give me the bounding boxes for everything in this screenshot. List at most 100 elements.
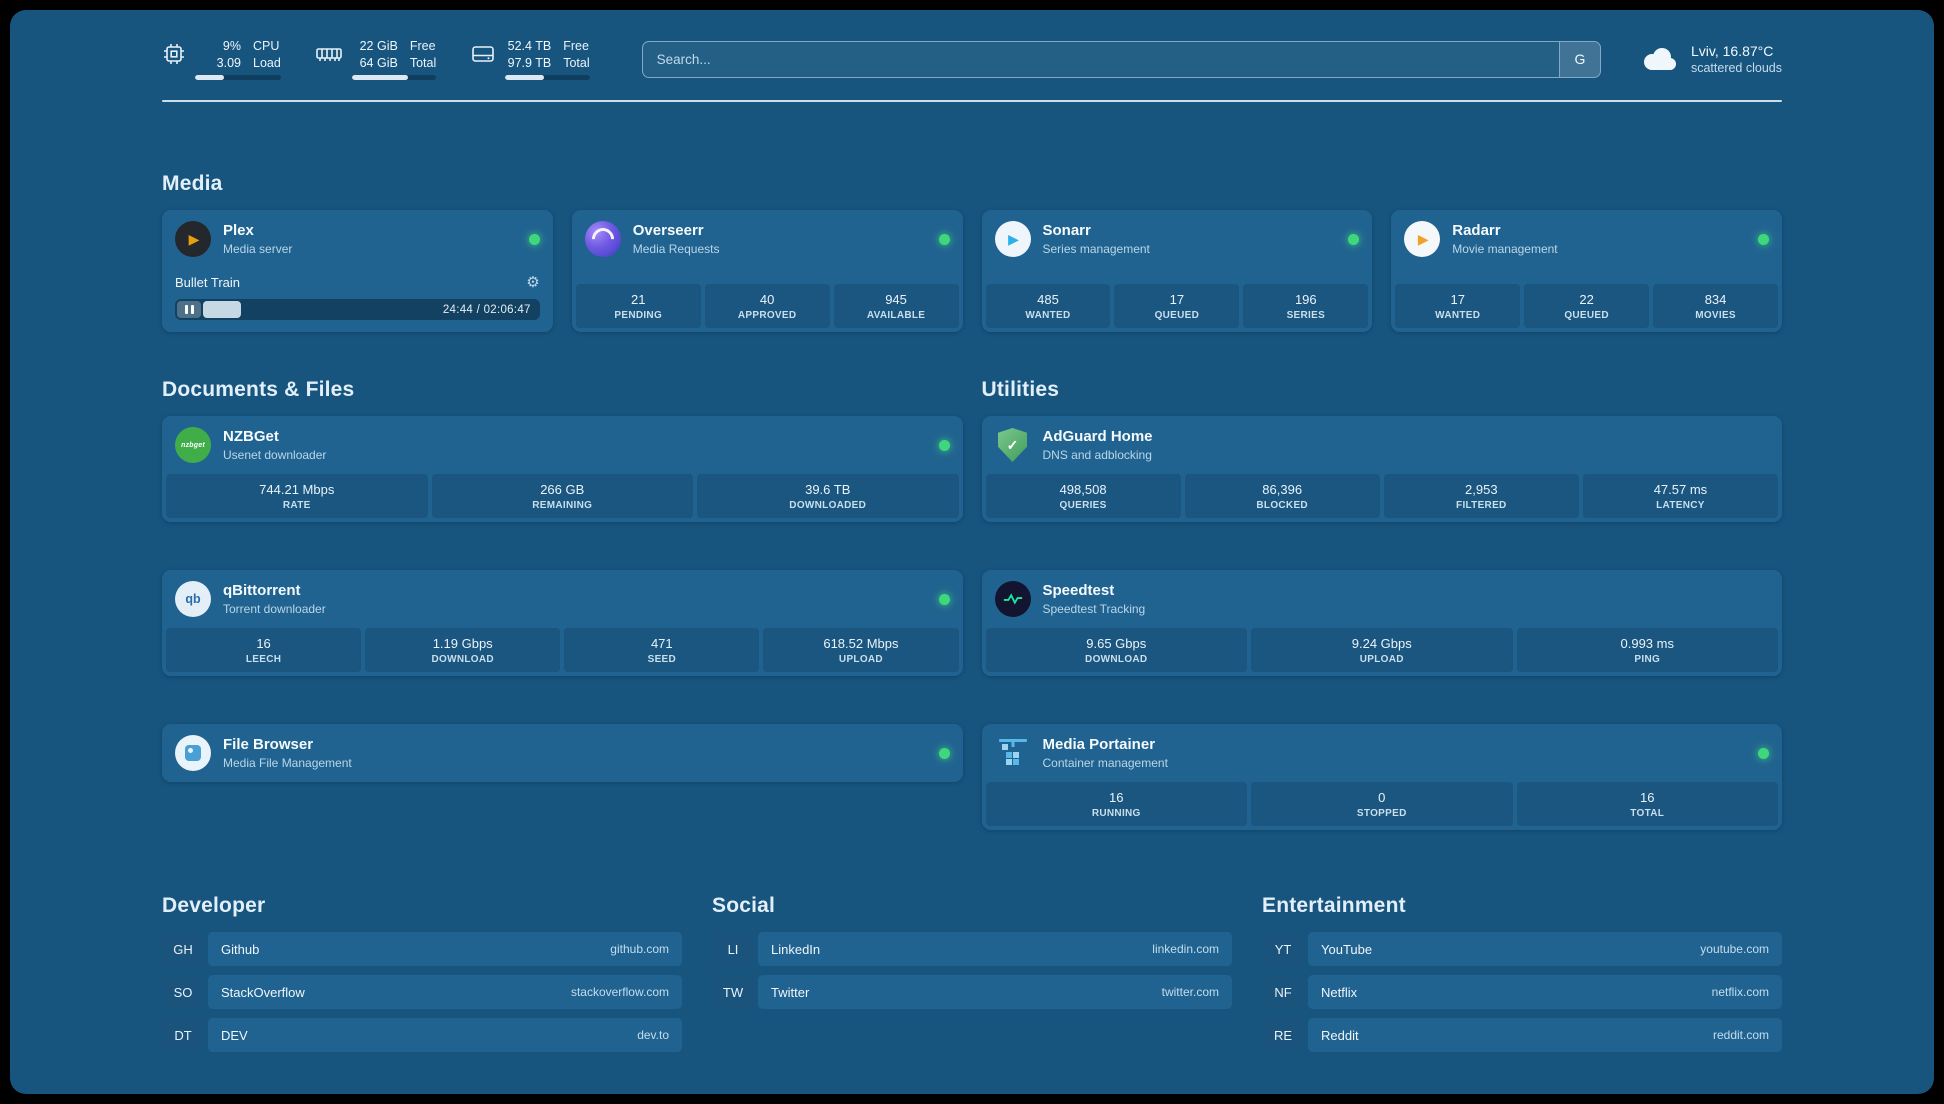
stat-download: 1.19 Gbps DOWNLOAD	[365, 628, 561, 672]
memory-free: 22 GiB	[359, 39, 398, 53]
weather-condition: scattered clouds	[1690, 61, 1782, 75]
search-provider-button[interactable]: G	[1558, 41, 1600, 77]
service-name: Media Portainer	[1042, 736, 1156, 753]
section-title-documents: Documents & Files	[162, 378, 355, 401]
memory-icon	[315, 42, 343, 66]
bookmark-name: LinkedIn	[771, 941, 821, 957]
sonarr-icon: ▶	[994, 221, 1031, 257]
bookmark-name: Netflix	[1321, 984, 1358, 1000]
cpu-progress-bar	[195, 75, 281, 80]
service-link-overseerr[interactable]: Overseerr Media Requests	[572, 210, 963, 268]
weather-location: Lviv, 16.87°C	[1690, 43, 1774, 59]
stat-filtered: 2,953 FILTERED	[1383, 474, 1579, 518]
bookmark-url: reddit.com	[1712, 1028, 1769, 1042]
content: 9% CPU 3.09 Load 22 GiB Free 64 GiB	[162, 10, 1782, 1092]
service-stats: 16 LEECH 1.19 Gbps DOWNLOAD 471 SEED 618.52…	[162, 628, 963, 676]
service-card-filebrowser: File Browser Media File Management	[162, 724, 963, 782]
service-desc: Container management	[1042, 756, 1168, 770]
service-card-qbittorrent: qb qBittorrent Torrent downloader 16 LEEC…	[162, 570, 963, 676]
plex-now-playing: Bullet Train ⚙ 24:44 / 02:06:47	[162, 273, 553, 332]
disk-icon	[470, 42, 496, 66]
section-media: Media ▶ Plex Media server Bullet Tr	[162, 172, 1782, 332]
service-stats: 9.65 Gbps DOWNLOAD 9.24 Gbps UPLOAD 0.993 …	[982, 628, 1783, 676]
status-dot-online	[1348, 233, 1360, 245]
bookmark-reddit[interactable]: RE Reddit reddit.com	[1262, 1018, 1782, 1052]
bookmark-github[interactable]: GH Github github.com	[162, 932, 682, 966]
service-name: qBittorrent	[223, 582, 301, 599]
adguard-shield-icon: ✓	[995, 427, 1031, 463]
cpu-readout: 9% CPU 3.09 Load	[195, 38, 281, 80]
weather-texts: Lviv, 16.87°C scattered clouds	[1691, 43, 1782, 75]
speedtest-icon	[994, 581, 1031, 617]
topbar-divider	[162, 100, 1782, 102]
memory-progress-bar	[351, 75, 437, 80]
service-link-filebrowser[interactable]: File Browser Media File Management	[162, 724, 963, 782]
pause-button[interactable]	[177, 301, 201, 318]
service-name: Overseerr	[632, 222, 704, 239]
service-link-sonarr[interactable]: ▶ Sonarr Series management	[982, 210, 1373, 268]
bookmark-name: Reddit	[1321, 1027, 1359, 1043]
service-name: NZBGet	[223, 428, 279, 445]
stat-upload: 618.52 Mbps UPLOAD	[763, 628, 959, 672]
service-name: Speedtest	[1042, 582, 1115, 599]
stat-latency: 47.57 ms LATENCY	[1582, 474, 1778, 518]
bookmark-linkedin[interactable]: LI LinkedIn linkedin.com	[712, 932, 1232, 966]
bookmark-dev[interactable]: DT DEV dev.to	[162, 1018, 682, 1052]
service-link-nzbget[interactable]: nzbget NZBGet Usenet downloader	[162, 416, 963, 474]
service-stats: 17 WANTED 22 QUEUED 834 MOVIES	[1391, 284, 1782, 332]
bookmark-abbr: YT	[1262, 932, 1304, 966]
service-desc: Speedtest Tracking	[1042, 602, 1146, 616]
stat-seed: 471 SEED	[564, 628, 760, 672]
bookmark-abbr: TW	[712, 975, 754, 1009]
service-card-portainer: Media Portainer Container management 16 R…	[981, 724, 1783, 830]
service-name: Plex	[223, 222, 254, 239]
bookmark-url: netflix.com	[1711, 985, 1769, 999]
gear-icon[interactable]: ⚙	[526, 274, 540, 291]
bookmark-twitter[interactable]: TW Twitter twitter.com	[712, 975, 1232, 1009]
cpu-widget: 9% CPU 3.09 Load	[162, 38, 281, 80]
bookmark-group-entertainment: Entertainment YT YouTube youtube.com NF N…	[1262, 894, 1782, 1052]
weather-widget: Lviv, 16.87°C scattered clouds	[1639, 43, 1782, 75]
bookmark-name: StackOverflow	[221, 984, 305, 1000]
nzbget-icon: nzbget	[175, 427, 211, 463]
service-card-plex: ▶ Plex Media server Bullet Train ⚙	[162, 210, 553, 332]
service-desc: Movie management	[1452, 242, 1558, 256]
stat-rate: 744.21 Mbps RATE	[166, 474, 428, 518]
stat-wanted: 17 WANTED	[1395, 284, 1521, 328]
stat-total: 16 TOTAL	[1516, 782, 1778, 826]
cloud-icon	[1639, 44, 1679, 74]
service-desc: Media server	[223, 242, 293, 256]
playback-progress-bar[interactable]: 24:44 / 02:06:47	[175, 299, 540, 320]
status-dot-online	[938, 747, 950, 759]
memory-total-label: Total	[409, 55, 437, 70]
dashboard: 9% CPU 3.09 Load 22 GiB Free 64 GiB	[10, 10, 1934, 1094]
service-desc: Media Requests	[632, 242, 720, 256]
stat-remaining: 266 GB REMAINING	[431, 474, 693, 518]
bookmark-abbr: GH	[162, 932, 204, 966]
service-link-speedtest[interactable]: Speedtest Speedtest Tracking	[982, 570, 1783, 628]
service-card-overseerr: Overseerr Media Requests 21 PENDING 40 APP…	[571, 210, 963, 332]
bookmark-name: Twitter	[771, 984, 810, 1000]
qbittorrent-icon: qb	[175, 581, 211, 617]
bookmark-youtube[interactable]: YT YouTube youtube.com	[1262, 932, 1782, 966]
bookmark-group-social: Social LI LinkedIn linkedin.com TW Twitte…	[712, 894, 1232, 1052]
service-card-nzbget: nzbget NZBGet Usenet downloader 744.21 M…	[162, 416, 963, 522]
bookmark-netflix[interactable]: NF Netflix netflix.com	[1262, 975, 1782, 1009]
bookmark-stackoverflow[interactable]: SO StackOverflow stackoverflow.com	[162, 975, 682, 1009]
service-link-adguard[interactable]: ✓ AdGuard Home DNS and adblocking	[982, 416, 1783, 474]
service-desc: Torrent downloader	[223, 602, 326, 616]
service-link-plex[interactable]: ▶ Plex Media server	[162, 210, 553, 268]
bookmark-url: linkedin.com	[1152, 942, 1219, 956]
stat-downloaded: 39.6 TB DOWNLOADED	[697, 474, 959, 518]
service-link-portainer[interactable]: Media Portainer Container management	[982, 724, 1783, 782]
playback-time: 24:44 / 02:06:47	[442, 303, 531, 316]
bookmark-url: stackoverflow.com	[570, 985, 669, 999]
service-link-qbittorrent[interactable]: qb qBittorrent Torrent downloader	[162, 570, 963, 628]
stat-movies: 834 MOVIES	[1653, 284, 1779, 328]
service-stats: 16 RUNNING 0 STOPPED 16 TOTAL	[982, 782, 1783, 830]
service-link-radarr[interactable]: ▶ Radarr Movie management	[1391, 210, 1782, 268]
cpu-icon	[162, 42, 186, 66]
service-desc: Series management	[1042, 242, 1150, 256]
stat-stopped: 0 STOPPED	[1251, 782, 1513, 826]
search-input[interactable]	[642, 41, 1559, 77]
